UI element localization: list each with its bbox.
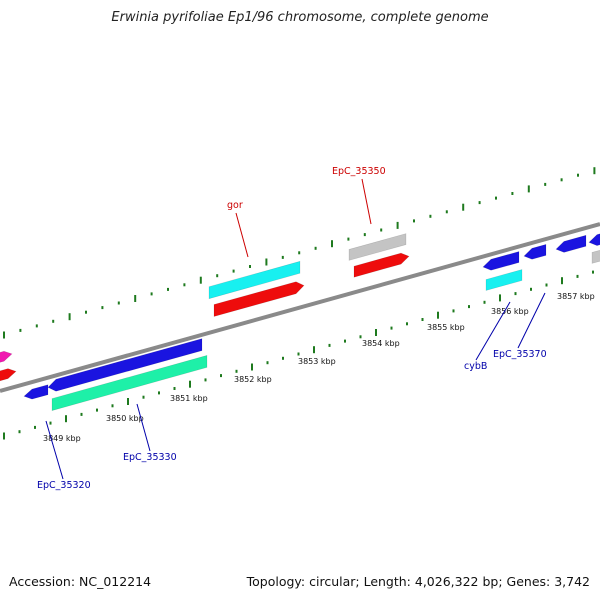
gene-blue-d[interactable]: [588, 232, 600, 246]
tick-label: 3855 kbp: [427, 323, 465, 332]
gene-red-mid[interactable]: [213, 281, 305, 317]
gene-label[interactable]: EpC_35350: [332, 166, 386, 177]
gene-epc35320[interactable]: [23, 384, 49, 400]
gene-label-leader: [475, 301, 511, 361]
gene-gray-edge[interactable]: [591, 249, 600, 264]
gene-left-red[interactable]: [0, 368, 17, 384]
gene-label-leader: [361, 178, 372, 225]
gene-label[interactable]: cybB: [464, 361, 487, 372]
gene-label-leader: [45, 420, 64, 480]
upper-tick-track: [3, 167, 596, 339]
tick-label: 3850 kbp: [106, 414, 144, 423]
map-title: Erwinia pyrifoliae Ep1/96 chromosome, co…: [111, 10, 489, 25]
tick-label: 3857 kbp: [557, 292, 595, 301]
gene-features: [0, 232, 600, 411]
tick-label: 3856 kbp: [491, 307, 529, 316]
gene-blue-b[interactable]: [523, 244, 547, 260]
gene-epc35330[interactable]: [47, 338, 203, 392]
gene-aquamarine[interactable]: [51, 355, 208, 411]
topology-label: Topology: circular; Length: 4,026,322 bp…: [246, 574, 590, 589]
accession-label: Accession: NC_012214: [9, 574, 152, 589]
gene-gor[interactable]: [208, 260, 301, 300]
gene-epc35370[interactable]: [555, 234, 587, 253]
tick-label: 3853 kbp: [298, 357, 336, 366]
gene-label-leader: [136, 403, 151, 452]
tick-label: 3854 kbp: [362, 339, 400, 348]
tick-label: 3851 kbp: [170, 394, 208, 403]
gene-label[interactable]: gor: [227, 200, 243, 211]
gene-left-magenta[interactable]: [0, 350, 13, 365]
gene-label[interactable]: EpC_35330: [123, 452, 177, 463]
gene-label-leader: [235, 212, 249, 258]
gene-cybb[interactable]: [485, 269, 523, 291]
gene-label[interactable]: EpC_35370: [493, 349, 547, 360]
gene-label[interactable]: EpC_35320: [37, 480, 91, 491]
tick-label: 3849 kbp: [43, 434, 81, 443]
tick-labels: 3849 kbp 3850 kbp 3851 kbp 3852 kbp 3853 kbp…: [43, 292, 595, 443]
gene-epc35350[interactable]: [348, 233, 407, 261]
chromosome-backbone: [0, 222, 600, 393]
gene-red-right[interactable]: [353, 252, 410, 278]
lower-tick-track: [3, 270, 594, 440]
gene-label-leader: [517, 292, 546, 349]
gene-blue-a[interactable]: [482, 251, 520, 271]
gene-labels: gor EpC_35350 EpC_35320 EpC_35330 cybB EpC_35…: [37, 166, 547, 491]
tick-label: 3852 kbp: [234, 375, 272, 384]
